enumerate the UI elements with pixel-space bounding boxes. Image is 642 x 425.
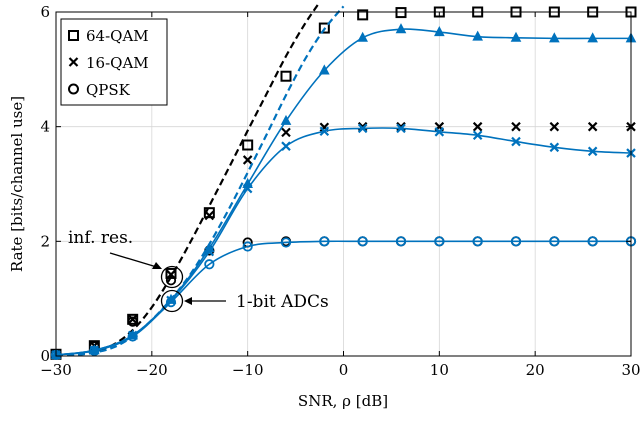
series-1-bit-16-qam-point: [242, 183, 253, 194]
series-infinite-16-qam-point: [242, 155, 253, 165]
axis-ticks: −30 −20 −10 0 10 20 30 0 2 4 6: [40, 3, 640, 379]
series-1-bit-64-qam-point: [434, 25, 445, 37]
series-1-bit-16-qam-point: [204, 246, 215, 257]
x-tick-label: 30: [621, 361, 640, 379]
series-1-bit-qpsk-point: [395, 236, 407, 247]
annotation-1bit-arrowhead: [184, 297, 192, 305]
series-1-bit-qpsk-point: [587, 236, 598, 247]
series-1-bit-16-qam-point: [357, 123, 368, 134]
annotation-inf-res-arrowhead: [152, 262, 162, 269]
y-tick-label: 0: [40, 347, 50, 365]
annotation-1bit-ring: [160, 289, 184, 313]
series-infinite-16-qam-point: [511, 121, 521, 132]
x-tick-label: 10: [430, 361, 449, 379]
annotations: inf. res. 1-bit ADCs: [68, 228, 329, 313]
series-infinite-64-qam-point: [395, 7, 407, 19]
series-1-bit-16-qam-point: [472, 130, 483, 141]
series-1-bit-64-qam-point: [587, 32, 598, 43]
legend-label-qpsk: QPSK: [86, 81, 131, 99]
legend-label-16qam: 16-QAM: [86, 54, 149, 72]
series-infinite-16-qam-point: [396, 121, 406, 132]
annotation-1bit-adcs: 1-bit ADCs: [236, 292, 329, 312]
series-infinite-64-qam-point: [318, 22, 330, 34]
series-infinite-16-qam-point: [127, 314, 138, 325]
legend-marker-circle: [68, 83, 79, 95]
x-tick-label: −30: [40, 361, 72, 379]
series-1-bit-qpsk-point: [510, 236, 522, 247]
series-infinite-16-qam-point: [549, 121, 560, 132]
series-1-bit-16-qam-point: [434, 127, 445, 137]
series-infinite-64-qam-point: [280, 70, 292, 82]
x-tick-label: 0: [339, 361, 349, 379]
series-infinite-16-qam-point: [281, 127, 291, 138]
series-infinite-64-qam-point: [242, 139, 254, 151]
series-1-bit-qpsk-point: [319, 236, 330, 247]
series-infinite-16-qam-point: [472, 121, 483, 132]
y-tick-label: 2: [40, 232, 50, 250]
series-infinite-16-qam-point: [587, 121, 598, 132]
series-1-bit-qpsk-point: [549, 236, 560, 247]
series-1-bit-64-qam-point: [549, 32, 560, 43]
legend-marker-square: [68, 30, 79, 41]
series-1-bit-gaussian-bound-line: [55, 5, 345, 357]
series-infinite-64-qam-point: [357, 9, 369, 21]
series-1-bit-qpsk-point: [357, 236, 368, 247]
series-infinite-qpsk-point: [127, 316, 138, 327]
series-1-bit-qpsk-point: [242, 241, 253, 252]
x-axis-label: SNR, ρ [dB]: [298, 392, 388, 410]
series-infinite-16-qam: [51, 121, 636, 360]
series-infinite-qpsk-point: [165, 275, 177, 286]
series-1-bit-16-qam-point: [511, 136, 521, 147]
series-1-bit-64-qam-point: [395, 23, 407, 34]
series-infinite-64-qam-point: [203, 207, 215, 219]
series-1-bit-qpsk-point: [472, 236, 483, 247]
series-1-bit-qpsk-point: [280, 237, 292, 248]
series-1-bit-qpsk-point: [204, 259, 215, 270]
y-axis-label: Rate [bits/channel use]: [8, 96, 26, 272]
series-1-bit-64-qam-point: [510, 31, 522, 42]
series-1-bit-64-qam-point: [472, 30, 483, 41]
series-1-bit-16-qam-point: [281, 141, 291, 151]
series-1-bit-16-qam-point: [549, 142, 560, 153]
series-infinite-16-qam-point: [357, 121, 368, 132]
series-1-bit-64-qam-point: [280, 114, 292, 125]
series-1-bit-16-qam-point: [319, 126, 330, 137]
series-layer: [50, 4, 637, 360]
series-1-bit-qpsk-line: [55, 240, 631, 356]
series-1-bit-qpsk-point: [434, 236, 445, 247]
series-1-bit-16-qam-point: [396, 123, 406, 134]
annotation-inf-res-arrow: [109, 252, 161, 269]
series-1-bit-16-qam-point: [166, 295, 176, 306]
x-tick-label: 20: [526, 361, 545, 379]
series-1-bit-64-qam-point: [357, 31, 368, 42]
y-tick-label: 4: [40, 118, 50, 136]
legend: 64-QAM 16-QAM QPSK: [60, 18, 168, 106]
annotation-inf-res-ring: [160, 265, 184, 289]
legend-label-64qam: 64-QAM: [86, 27, 149, 45]
series-infinite-16-qam-point: [204, 210, 215, 221]
legend-marker-cross: [68, 57, 79, 67]
series-infinite-64-qam-point: [165, 267, 177, 279]
series-1-bit-qpsk-point: [127, 331, 138, 342]
series-1-bit-qpsk-point: [165, 297, 177, 308]
y-tick-label: 6: [40, 3, 50, 21]
annotation-inf-res: inf. res.: [68, 228, 133, 248]
x-tick-label: −20: [136, 361, 168, 379]
series-1-bit-64-qam-point: [319, 64, 330, 75]
series-1-bit-16-qam-point: [587, 146, 598, 157]
series-1-bit-gaussian-bound: [55, 5, 345, 357]
x-tick-label: −10: [232, 361, 264, 379]
series-1-bit-qpsk-point: [89, 345, 100, 356]
